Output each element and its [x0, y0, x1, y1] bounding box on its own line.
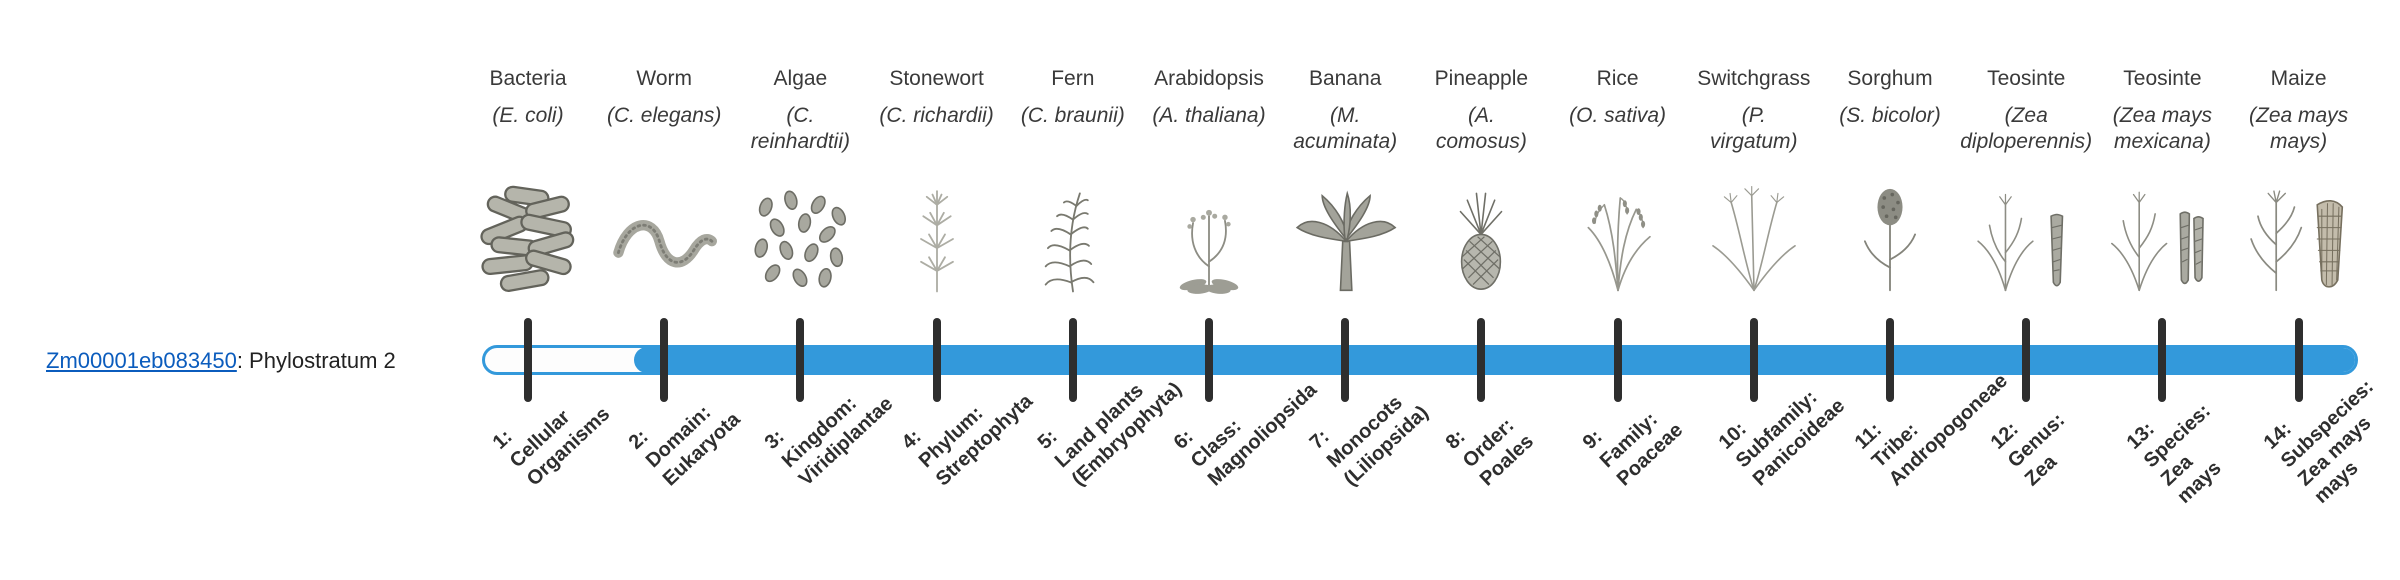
arabidopsis-icon — [1152, 182, 1266, 296]
banana-icon — [1288, 182, 1402, 296]
organism-latin-name: (P. virgatum) — [1710, 104, 1798, 153]
organism-common-name: Switchgrass — [1697, 67, 1811, 90]
organism-column: Teosinte (Zea diploperennis) — [1951, 0, 2101, 310]
sorghum-icon — [1833, 182, 1947, 296]
gene-phylostratum-text: : Phylostratum 2 — [236, 348, 396, 373]
phylostratum-tick — [660, 318, 669, 402]
organism-common-name: Teosinte — [2123, 67, 2202, 90]
phylostratum-tick — [1613, 318, 1622, 402]
bacteria-icon — [471, 182, 585, 296]
organism-common-name: Maize — [2270, 67, 2327, 90]
teosinte-diploperennis-icon — [1969, 182, 2083, 296]
organism-column: Rice (O. sativa) — [1543, 0, 1693, 310]
organism-column: Teosinte (Zea mays mexicana) — [2087, 0, 2237, 310]
worm-icon — [607, 182, 721, 296]
phylostratum-axis-label: 12: Genus: Zea — [1986, 408, 2070, 491]
organism-column: Stonewort (C. richardii) — [862, 0, 1012, 310]
phylostratum-tick — [2022, 318, 2031, 402]
phylostratum-axis-label: 13: Species: Zea mays — [2123, 399, 2227, 509]
phylostratum-axis-label: 7: Monocots (Liliopsida) — [1305, 391, 1433, 491]
organism-column: Arabidopsis (A. thaliana) — [1134, 0, 1284, 310]
phylostratum-tick — [2158, 318, 2167, 402]
organism-latin-name: (A. thaliana) — [1152, 104, 1266, 127]
phylostratum-tick — [1886, 318, 1894, 402]
phylostratum-tick — [1477, 318, 1486, 402]
switchgrass-icon — [1697, 182, 1811, 296]
teosinte-mexicana-icon — [2105, 182, 2219, 296]
phylostrata-bar-fill — [634, 348, 2355, 372]
phylostratum-tick — [796, 318, 805, 402]
maize-icon — [2242, 182, 2356, 296]
organism-column: Sorghum (S. bicolor) — [1815, 0, 1965, 310]
phylostratum-axis-label: 9: Family: Poaceae — [1578, 408, 1687, 491]
organism-common-name: Pineapple — [1434, 67, 1529, 90]
phylostratum-axis-label: 8: Order: Poales — [1442, 414, 1539, 491]
phylostratum-axis-label: 10: Subfamily: Panicoideae — [1714, 386, 1849, 491]
organism-column: Pineapple (A. comosus) — [1406, 0, 1556, 310]
organism-common-name: Stonewort — [889, 67, 984, 90]
phylostratum-tick — [2294, 318, 2303, 402]
fern-icon — [1016, 182, 1130, 296]
organism-latin-name: (S. bicolor) — [1839, 104, 1941, 127]
rice-icon — [1561, 182, 1675, 296]
phylostratum-axis-label: 1: Cellular Organisms — [488, 402, 614, 491]
phylostratum-tick — [1205, 318, 1213, 402]
stonewort-icon — [880, 182, 994, 296]
organism-column: Algae (C. reinhardtii) — [725, 0, 875, 310]
pineapple-icon — [1424, 182, 1538, 296]
organism-common-name: Teosinte — [1987, 67, 2066, 90]
organism-common-name: Fern — [1051, 67, 1095, 90]
organism-latin-name: (C. braunii) — [1020, 104, 1125, 127]
organism-column: Switchgrass (P. virgatum) — [1679, 0, 1829, 310]
gene-label: Zm00001eb083450: Phylostratum 2 — [46, 348, 396, 374]
organism-latin-name: (Zea diploperennis) — [1960, 104, 2093, 153]
phylostratum-tick — [1749, 318, 1758, 402]
organism-common-name: Bacteria — [489, 67, 567, 90]
organism-latin-name: (O. sativa) — [1569, 104, 1667, 127]
organism-column: Worm (C. elegans) — [589, 0, 739, 310]
organism-column: Fern (C. braunii) — [998, 0, 1148, 310]
phylostratum-tick — [1068, 318, 1077, 402]
organism-latin-name: (C. richardii) — [879, 104, 994, 127]
phylostratum-axis-label: 3: Kingdom: Viridiplantae — [761, 392, 898, 491]
organism-common-name: Worm — [636, 67, 692, 90]
algae-icon — [743, 182, 857, 296]
gene-link[interactable]: Zm00001eb083450 — [46, 348, 237, 373]
organism-common-name: Sorghum — [1847, 67, 1933, 90]
phylostratum-tick — [1341, 318, 1350, 402]
organism-common-name: Rice — [1596, 67, 1639, 90]
phylostratum-tick — [932, 318, 941, 402]
organism-latin-name: (A. comosus) — [1435, 104, 1527, 153]
organism-common-name: Algae — [773, 67, 828, 90]
organism-column: Bacteria (E. coli) — [453, 0, 603, 310]
organism-common-name: Banana — [1308, 67, 1382, 90]
organism-column: Maize (Zea mays mays) — [2224, 0, 2374, 310]
organism-common-name: Arabidopsis — [1154, 67, 1264, 90]
phylostratum-tick — [524, 318, 532, 402]
organism-latin-name: (Zea mays mexicana) — [2112, 104, 2212, 153]
organism-column: Banana (M. acuminata) — [1270, 0, 1420, 310]
phylostratum-axis-label: 14: Subspecies: Zea mays mays — [2259, 375, 2378, 509]
organism-latin-name: (M. acuminata) — [1293, 104, 1398, 153]
organism-latin-name: (Zea mays mays) — [2249, 104, 2349, 153]
organism-latin-name: (C. elegans) — [606, 104, 722, 127]
phylostratum-axis-label: 2: Domain: Eukaryota — [624, 401, 745, 491]
organism-latin-name: (E. coli) — [492, 104, 564, 127]
phylostrata-bar — [482, 345, 2358, 375]
organism-latin-name: (C. reinhardtii) — [750, 104, 850, 153]
